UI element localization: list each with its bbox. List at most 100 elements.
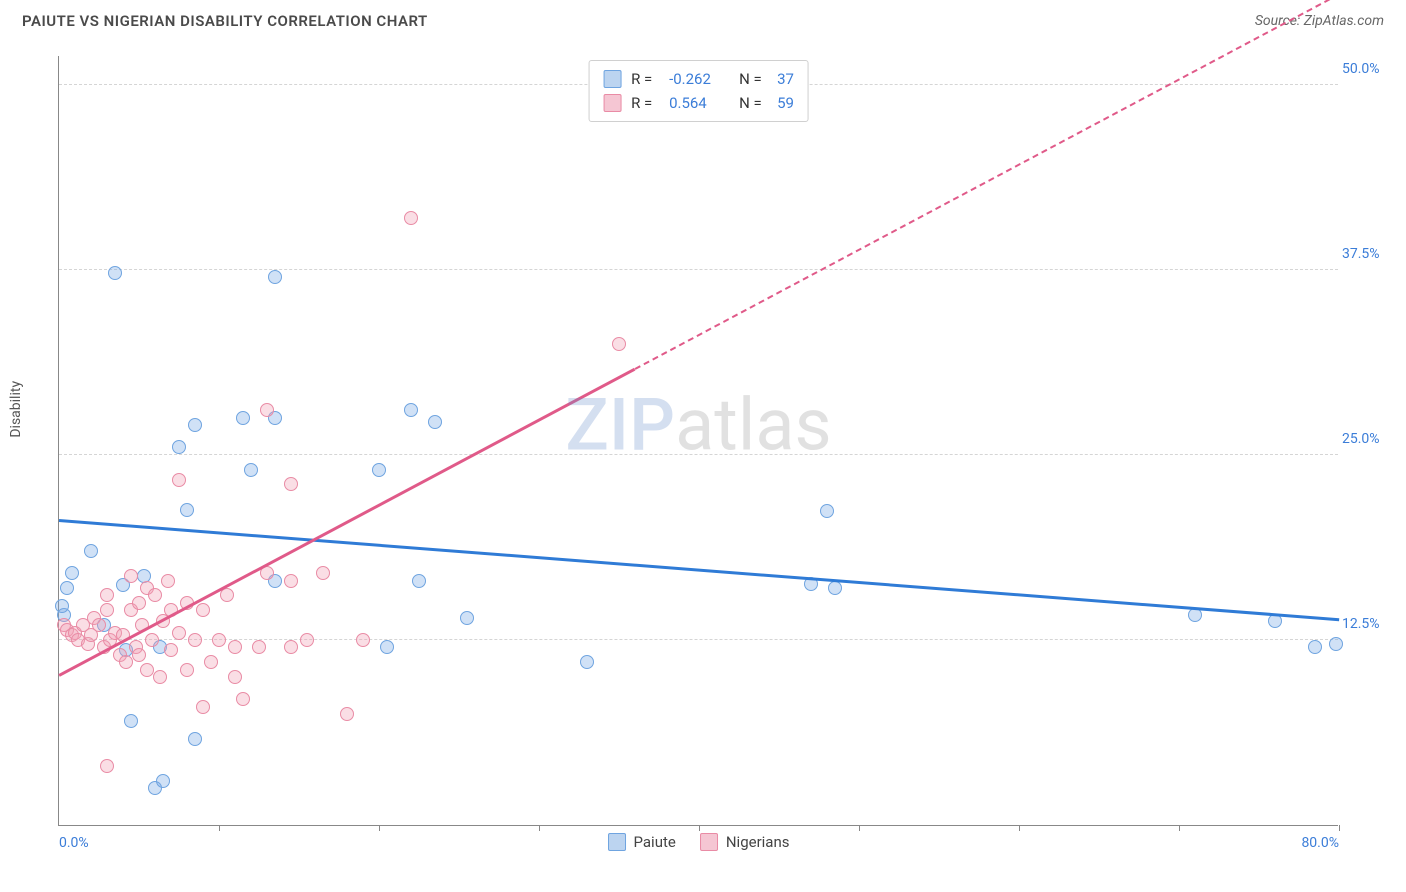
- data-point: [132, 648, 146, 662]
- legend-stats-row: R = -0.262 N = 37: [603, 67, 794, 91]
- data-point: [84, 544, 98, 558]
- data-point: [284, 640, 298, 654]
- data-point: [180, 663, 194, 677]
- legend-swatch: [603, 70, 621, 88]
- y-axis-label: Disability: [8, 381, 24, 438]
- data-point: [188, 633, 202, 647]
- data-point: [236, 692, 250, 706]
- data-point: [145, 633, 159, 647]
- legend-label: Nigerians: [726, 833, 790, 851]
- legend-stats: R = -0.262 N = 37 R = 0.564 N = 59: [588, 60, 809, 122]
- x-tick: [219, 825, 220, 831]
- legend-swatch: [603, 94, 621, 112]
- data-point: [180, 503, 194, 517]
- data-point: [260, 403, 274, 417]
- data-point: [372, 463, 386, 477]
- data-point: [284, 574, 298, 588]
- data-point: [1329, 637, 1343, 651]
- data-point: [268, 270, 282, 284]
- y-tick-label: 25.0%: [1342, 431, 1390, 447]
- data-point: [65, 566, 79, 580]
- r-value: 0.564: [669, 91, 729, 115]
- data-point: [196, 700, 210, 714]
- data-point: [228, 670, 242, 684]
- data-point: [580, 655, 594, 669]
- data-point: [124, 714, 138, 728]
- data-point: [428, 415, 442, 429]
- data-point: [100, 588, 114, 602]
- data-point: [404, 403, 418, 417]
- data-point: [244, 463, 258, 477]
- data-point: [196, 603, 210, 617]
- data-point: [161, 574, 175, 588]
- data-point: [140, 663, 154, 677]
- n-value: 59: [777, 91, 794, 115]
- data-point: [92, 618, 106, 632]
- data-point: [212, 633, 226, 647]
- legend-item: Paiute: [608, 833, 676, 851]
- legend-swatch: [700, 833, 718, 851]
- data-point: [356, 633, 370, 647]
- legend-label: Paiute: [634, 833, 676, 851]
- r-label: R =: [631, 67, 659, 91]
- data-point: [316, 566, 330, 580]
- data-point: [252, 640, 266, 654]
- y-tick-label: 50.0%: [1342, 61, 1390, 77]
- gridline: [59, 454, 1338, 455]
- data-point: [228, 640, 242, 654]
- data-point: [300, 633, 314, 647]
- trend-line: [59, 519, 1339, 621]
- data-point: [284, 477, 298, 491]
- data-point: [55, 599, 69, 613]
- data-point: [220, 588, 234, 602]
- data-point: [340, 707, 354, 721]
- x-tick: [1339, 825, 1340, 831]
- watermark-part2: atlas: [675, 383, 832, 468]
- y-tick-label: 37.5%: [1342, 246, 1390, 262]
- gridline: [59, 269, 1338, 270]
- x-tick: [539, 825, 540, 831]
- data-point: [188, 732, 202, 746]
- trend-line: [58, 368, 635, 677]
- x-tick-label: 0.0%: [59, 835, 89, 851]
- data-point: [412, 574, 426, 588]
- r-label: R =: [631, 91, 659, 115]
- n-label: N =: [739, 91, 767, 115]
- data-point: [100, 759, 114, 773]
- data-point: [172, 473, 186, 487]
- data-point: [124, 569, 138, 583]
- x-tick: [1019, 825, 1020, 831]
- chart-title: PAIUTE VS NIGERIAN DISABILITY CORRELATIO…: [22, 12, 428, 30]
- y-tick-label: 12.5%: [1342, 616, 1390, 632]
- x-tick: [859, 825, 860, 831]
- data-point: [188, 418, 202, 432]
- chart-container: Disability ZIPatlas R =-0.262N =37R =0.5…: [22, 48, 1384, 868]
- x-tick: [699, 825, 700, 831]
- data-point: [460, 611, 474, 625]
- plot-area: ZIPatlas R =-0.262N =37R =0.564N =59 Pai…: [58, 56, 1338, 826]
- legend-item: Nigerians: [700, 833, 790, 851]
- n-value: 37: [777, 67, 794, 91]
- r-value: -0.262: [669, 67, 729, 91]
- legend-stats-row: R = 0.564 N = 59: [603, 91, 794, 115]
- data-point: [60, 581, 74, 595]
- watermark: ZIPatlas: [565, 383, 831, 468]
- n-label: N =: [739, 67, 767, 91]
- data-point: [236, 411, 250, 425]
- x-tick: [379, 825, 380, 831]
- x-tick: [1179, 825, 1180, 831]
- data-point: [153, 670, 167, 684]
- data-point: [404, 211, 418, 225]
- legend-swatch: [608, 833, 626, 851]
- data-point: [108, 266, 122, 280]
- data-point: [156, 774, 170, 788]
- data-point: [172, 626, 186, 640]
- trend-line: [635, 0, 1340, 370]
- data-point: [828, 581, 842, 595]
- data-point: [1308, 640, 1322, 654]
- data-point: [820, 504, 834, 518]
- data-point: [100, 603, 114, 617]
- data-point: [612, 337, 626, 351]
- gridline: [59, 639, 1338, 640]
- x-tick-label: 80.0%: [1301, 835, 1339, 851]
